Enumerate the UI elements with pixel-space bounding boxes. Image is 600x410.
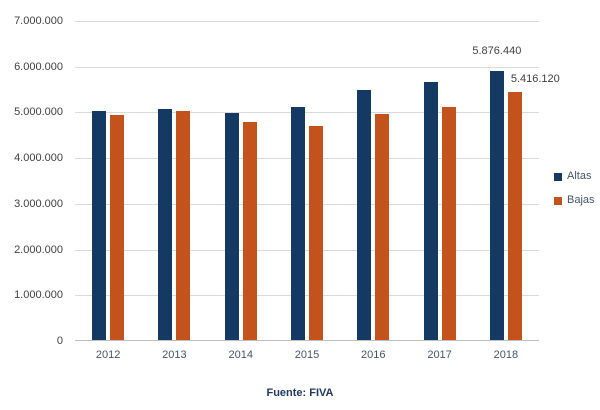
bar-bajas-2015 <box>309 125 323 340</box>
legend-label-bajas: Bajas <box>567 194 595 206</box>
data-label-bajas-2018: 5.416.120 <box>510 73 560 86</box>
gridline <box>75 158 539 160</box>
bar-bajas-2014 <box>242 121 257 340</box>
y-tick-label: 2.000.000 <box>14 243 63 256</box>
legend: Altas Bajas <box>554 170 595 218</box>
bar-altas-2013 <box>158 109 173 340</box>
gridline <box>75 21 539 22</box>
bar-altas-2012 <box>92 111 107 340</box>
x-tick-label: 2017 <box>427 349 452 361</box>
x-tick-label: 2013 <box>162 349 187 361</box>
bar-altas-2018 <box>489 71 504 340</box>
bar-altas-2016 <box>357 90 372 340</box>
x-tick-label: 2014 <box>228 349 253 361</box>
gridline <box>75 295 539 297</box>
bar-bajas-2012 <box>110 114 125 340</box>
gridline <box>75 66 539 68</box>
x-tick-label: 2012 <box>95 349 121 361</box>
x-tick-label: 2018 <box>493 349 519 361</box>
bar-altas-2015 <box>291 107 305 340</box>
x-tick-label: 2016 <box>361 349 386 361</box>
plot-area <box>75 21 539 341</box>
bajas-color-swatch <box>554 196 562 205</box>
y-tick-label: 1.000.000 <box>14 289 63 302</box>
source-caption: Fuente: FIVA <box>266 387 334 399</box>
legend-item-altas: Altas <box>554 170 595 183</box>
gridline <box>75 249 539 251</box>
y-tick-label: 7.000.000 <box>14 15 63 27</box>
y-tick-label: 5.000.000 <box>14 106 63 119</box>
y-axis: 0 1.000.000 2.000.000 3.000.000 4.000.000 5.0… <box>0 0 63 360</box>
altas-color-swatch <box>554 172 562 181</box>
bar-bajas-2016 <box>375 113 390 340</box>
y-tick-label: 6.000.000 <box>14 60 63 73</box>
bar-bajas-2017 <box>441 106 456 340</box>
legend-label-altas: Altas <box>567 170 592 182</box>
bar-altas-2017 <box>423 82 438 340</box>
bar-altas-2014 <box>224 113 239 340</box>
bar-bajas-2018 <box>507 92 522 340</box>
bar-bajas-2013 <box>176 111 191 340</box>
gridline <box>75 203 539 205</box>
y-tick-label: 4.000.000 <box>14 152 63 165</box>
gridline <box>75 112 539 114</box>
data-label-altas-2018: 5.876.440 <box>472 45 522 58</box>
x-tick-label: 2015 <box>294 349 320 361</box>
y-tick-label: 3.000.000 <box>14 197 63 210</box>
legend-item-bajas: Bajas <box>554 194 595 207</box>
y-tick-label: 0 <box>56 335 63 347</box>
